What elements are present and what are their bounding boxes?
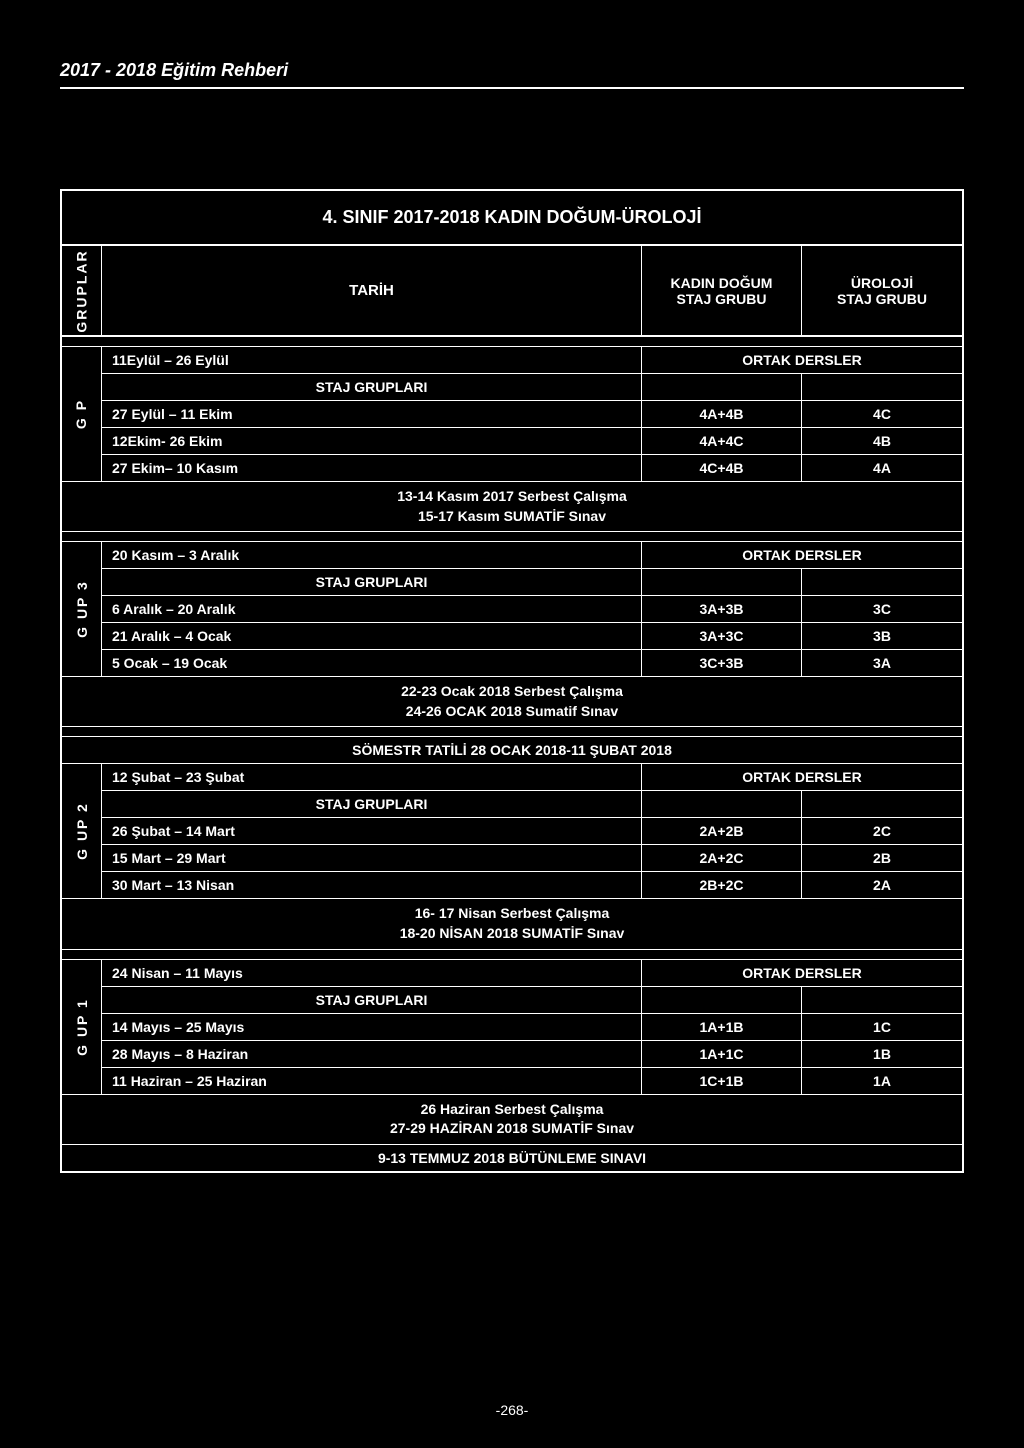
kadin-cell: 2A+2C bbox=[642, 845, 802, 871]
kadin-cell: 1C+1B bbox=[642, 1068, 802, 1094]
uroloji-cell: 2A bbox=[802, 872, 962, 898]
date-cell: 6 Aralık – 20 Aralık bbox=[102, 596, 642, 622]
ortak-cell: ORTAK DERSLER bbox=[642, 960, 962, 986]
table-row: 26 Şubat – 14 Mart2A+2B2C bbox=[102, 818, 962, 845]
table-title: 4. SINIF 2017-2018 KADIN DOĞUM-ÜROLOJİ bbox=[62, 191, 962, 246]
group-label: G P bbox=[62, 347, 102, 481]
kadin-cell: 2A+2B bbox=[642, 818, 802, 844]
uroloji-cell: 1A bbox=[802, 1068, 962, 1094]
uroloji-cell: 2B bbox=[802, 845, 962, 871]
ortak-cell: ORTAK DERSLER bbox=[642, 347, 962, 373]
group-block: G UP 212 Şubat – 23 ŞubatORTAK DERSLERST… bbox=[62, 764, 962, 899]
uroloji-header: ÜROLOJİSTAJ GRUBU bbox=[802, 246, 962, 335]
after-note: 22-23 Ocak 2018 Serbest Çalışma24-26 OCA… bbox=[62, 677, 962, 727]
date-cell: 12 Şubat – 23 Şubat bbox=[102, 764, 642, 790]
kadin-cell: 4A+4C bbox=[642, 428, 802, 454]
tarih-header: TARİH bbox=[102, 246, 642, 335]
kadin-header: KADIN DOĞUMSTAJ GRUBU bbox=[642, 246, 802, 335]
staj-header: STAJ GRUPLARI bbox=[102, 791, 642, 817]
uroloji-cell: 3B bbox=[802, 623, 962, 649]
after-note: 16- 17 Nisan Serbest Çalışma18-20 NİSAN … bbox=[62, 899, 962, 949]
kadin-cell: 3A+3B bbox=[642, 596, 802, 622]
table-row: 5 Ocak – 19 Ocak3C+3B3A bbox=[102, 650, 962, 676]
staj-header: STAJ GRUPLARI bbox=[102, 569, 642, 595]
after-note: 26 Haziran Serbest Çalışma27-29 HAZİRAN … bbox=[62, 1095, 962, 1145]
table-row: 11 Haziran – 25 Haziran1C+1B1A bbox=[102, 1068, 962, 1094]
group-label: G UP 2 bbox=[62, 764, 102, 898]
page-number: -268- bbox=[0, 1402, 1024, 1418]
kadin-cell: 4C+4B bbox=[642, 455, 802, 481]
uroloji-cell: 4B bbox=[802, 428, 962, 454]
uroloji-cell: 4A bbox=[802, 455, 962, 481]
uroloji-cell: 1B bbox=[802, 1041, 962, 1067]
uroloji-cell: 1C bbox=[802, 1014, 962, 1040]
kadin-cell: 1A+1B bbox=[642, 1014, 802, 1040]
date-cell: 30 Mart – 13 Nisan bbox=[102, 872, 642, 898]
group-label: G UP 3 bbox=[62, 542, 102, 676]
kadin-cell: 1A+1C bbox=[642, 1041, 802, 1067]
page-header: 2017 - 2018 Eğitim Rehberi bbox=[60, 60, 964, 89]
table-header-row: GRUPLAR TARİH KADIN DOĞUMSTAJ GRUBU ÜROL… bbox=[62, 246, 962, 337]
date-cell: 27 Ekim– 10 Kasım bbox=[102, 455, 642, 481]
date-cell: 28 Mayıs – 8 Haziran bbox=[102, 1041, 642, 1067]
date-cell: 11Eylül – 26 Eylül bbox=[102, 347, 642, 373]
date-cell: 27 Eylül – 11 Ekim bbox=[102, 401, 642, 427]
kadin-cell: 2B+2C bbox=[642, 872, 802, 898]
ortak-cell: ORTAK DERSLER bbox=[642, 542, 962, 568]
table-row: 12Ekim- 26 Ekim4A+4C4B bbox=[102, 428, 962, 455]
schedule-table: 4. SINIF 2017-2018 KADIN DOĞUM-ÜROLOJİ G… bbox=[60, 189, 964, 1173]
date-cell: 11 Haziran – 25 Haziran bbox=[102, 1068, 642, 1094]
date-cell: 24 Nisan – 11 Mayıs bbox=[102, 960, 642, 986]
table-row: 28 Mayıs – 8 Haziran1A+1C1B bbox=[102, 1041, 962, 1068]
uroloji-cell: 2C bbox=[802, 818, 962, 844]
table-row: 14 Mayıs – 25 Mayıs1A+1B1C bbox=[102, 1014, 962, 1041]
final-note: 9-13 TEMMUZ 2018 BÜTÜNLEME SINAVI bbox=[62, 1145, 962, 1171]
gruplar-header: GRUPLAR bbox=[62, 246, 102, 335]
pre-note: SÖMESTR TATİLİ 28 OCAK 2018-11 ŞUBAT 201… bbox=[62, 737, 962, 764]
table-row: 21 Aralık – 4 Ocak3A+3C3B bbox=[102, 623, 962, 650]
uroloji-cell: 3A bbox=[802, 650, 962, 676]
ortak-cell: ORTAK DERSLER bbox=[642, 764, 962, 790]
group-label: G UP 1 bbox=[62, 960, 102, 1094]
table-row: 15 Mart – 29 Mart2A+2C2B bbox=[102, 845, 962, 872]
date-cell: 12Ekim- 26 Ekim bbox=[102, 428, 642, 454]
uroloji-cell: 3C bbox=[802, 596, 962, 622]
date-cell: 15 Mart – 29 Mart bbox=[102, 845, 642, 871]
kadin-cell: 3A+3C bbox=[642, 623, 802, 649]
group-block: G P11Eylül – 26 EylülORTAK DERSLERSTAJ G… bbox=[62, 347, 962, 482]
table-row: 27 Ekim– 10 Kasım4C+4B4A bbox=[102, 455, 962, 481]
staj-header: STAJ GRUPLARI bbox=[102, 987, 642, 1013]
date-cell: 5 Ocak – 19 Ocak bbox=[102, 650, 642, 676]
group-block: G UP 320 Kasım – 3 AralıkORTAK DERSLERST… bbox=[62, 542, 962, 677]
uroloji-cell: 4C bbox=[802, 401, 962, 427]
table-row: 27 Eylül – 11 Ekim4A+4B4C bbox=[102, 401, 962, 428]
staj-header: STAJ GRUPLARI bbox=[102, 374, 642, 400]
table-row: 6 Aralık – 20 Aralık3A+3B3C bbox=[102, 596, 962, 623]
group-block: G UP 124 Nisan – 11 MayısORTAK DERSLERST… bbox=[62, 960, 962, 1095]
date-cell: 20 Kasım – 3 Aralık bbox=[102, 542, 642, 568]
after-note: 13-14 Kasım 2017 Serbest Çalışma15-17 Ka… bbox=[62, 482, 962, 532]
date-cell: 26 Şubat – 14 Mart bbox=[102, 818, 642, 844]
date-cell: 14 Mayıs – 25 Mayıs bbox=[102, 1014, 642, 1040]
date-cell: 21 Aralık – 4 Ocak bbox=[102, 623, 642, 649]
kadin-cell: 3C+3B bbox=[642, 650, 802, 676]
kadin-cell: 4A+4B bbox=[642, 401, 802, 427]
table-row: 30 Mart – 13 Nisan2B+2C2A bbox=[102, 872, 962, 898]
